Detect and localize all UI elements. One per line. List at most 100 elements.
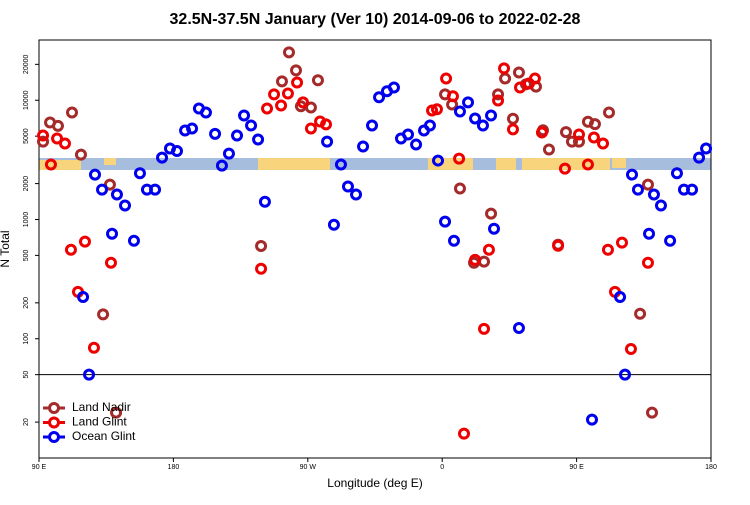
legend-marker bbox=[48, 416, 60, 429]
point bbox=[51, 132, 64, 145]
point bbox=[601, 243, 614, 256]
point bbox=[587, 131, 600, 144]
point bbox=[373, 91, 386, 104]
plot-frame bbox=[38, 39, 712, 459]
y-tick-label: 50 bbox=[23, 371, 30, 379]
x-tick-label: 90 E bbox=[32, 464, 47, 471]
y-tick-label: 100 bbox=[23, 333, 30, 345]
point bbox=[447, 234, 460, 247]
y-tick-label: 1000 bbox=[23, 212, 30, 228]
point bbox=[222, 147, 235, 160]
point bbox=[350, 188, 363, 201]
point bbox=[542, 143, 555, 156]
y-tick-label: 500 bbox=[23, 249, 30, 261]
point bbox=[334, 158, 347, 171]
point bbox=[646, 406, 659, 419]
point bbox=[498, 62, 511, 75]
legend-marker bbox=[48, 402, 60, 414]
point bbox=[327, 218, 340, 231]
point bbox=[321, 135, 334, 148]
point bbox=[78, 235, 91, 248]
series bbox=[77, 81, 713, 426]
land-patch bbox=[496, 158, 516, 170]
x-tick-label: 90 E bbox=[569, 464, 584, 471]
point bbox=[572, 135, 585, 148]
x-tick-label: 0 bbox=[440, 464, 444, 471]
map-strip bbox=[39, 158, 711, 170]
point bbox=[261, 102, 274, 115]
point bbox=[282, 46, 295, 59]
point bbox=[430, 103, 443, 116]
x-tick-label: 180 bbox=[168, 464, 180, 471]
point bbox=[670, 167, 683, 180]
point bbox=[700, 142, 713, 155]
point bbox=[77, 290, 90, 303]
point bbox=[127, 234, 140, 247]
point bbox=[51, 119, 64, 132]
y-tick-label: 2000 bbox=[23, 176, 30, 192]
point bbox=[469, 253, 482, 266]
point bbox=[492, 94, 505, 107]
point bbox=[641, 178, 654, 191]
point bbox=[603, 106, 616, 119]
point bbox=[641, 256, 654, 269]
chart-title: 32.5N-37.5N January (Ver 10) 2014-09-06 … bbox=[170, 11, 581, 28]
point bbox=[624, 343, 637, 356]
point bbox=[215, 159, 228, 172]
point bbox=[268, 88, 281, 101]
point bbox=[664, 234, 677, 247]
point bbox=[492, 88, 505, 101]
point bbox=[485, 109, 498, 122]
point bbox=[97, 308, 110, 321]
point bbox=[252, 133, 265, 146]
point bbox=[478, 322, 491, 335]
point bbox=[506, 112, 519, 125]
point bbox=[614, 290, 627, 303]
point bbox=[255, 239, 268, 252]
point bbox=[634, 307, 647, 320]
land-patch bbox=[258, 158, 330, 170]
point bbox=[488, 222, 501, 235]
point bbox=[320, 118, 333, 131]
point bbox=[341, 180, 354, 193]
legend-label: Ocean Glint bbox=[72, 429, 136, 443]
point bbox=[597, 137, 610, 150]
legend-marker bbox=[48, 431, 60, 443]
point bbox=[186, 122, 199, 135]
point bbox=[686, 183, 699, 196]
point bbox=[387, 81, 400, 94]
point bbox=[170, 145, 183, 158]
point bbox=[402, 128, 415, 141]
point bbox=[209, 127, 222, 140]
y-tick-label: 200 bbox=[23, 297, 30, 309]
point bbox=[110, 188, 123, 201]
point bbox=[631, 183, 644, 196]
point bbox=[258, 195, 271, 208]
point bbox=[74, 148, 87, 161]
y-tick-label: 5000 bbox=[23, 128, 30, 144]
point bbox=[453, 152, 466, 165]
point bbox=[87, 341, 100, 354]
legend-label: Land Glint bbox=[72, 415, 127, 429]
point bbox=[149, 183, 162, 196]
point bbox=[357, 140, 370, 153]
point bbox=[654, 199, 667, 212]
series bbox=[37, 62, 654, 440]
point bbox=[119, 199, 132, 212]
point bbox=[199, 106, 212, 119]
point bbox=[103, 178, 116, 191]
y-axis-label: N Total bbox=[0, 230, 12, 267]
point bbox=[275, 75, 288, 88]
point bbox=[512, 66, 525, 79]
y-tick-label: 20 bbox=[23, 418, 30, 426]
point bbox=[66, 106, 79, 119]
point bbox=[559, 126, 572, 139]
point bbox=[89, 168, 101, 181]
point bbox=[565, 135, 578, 148]
point bbox=[506, 123, 519, 136]
point bbox=[423, 119, 436, 132]
point bbox=[647, 188, 660, 201]
point bbox=[585, 413, 598, 426]
